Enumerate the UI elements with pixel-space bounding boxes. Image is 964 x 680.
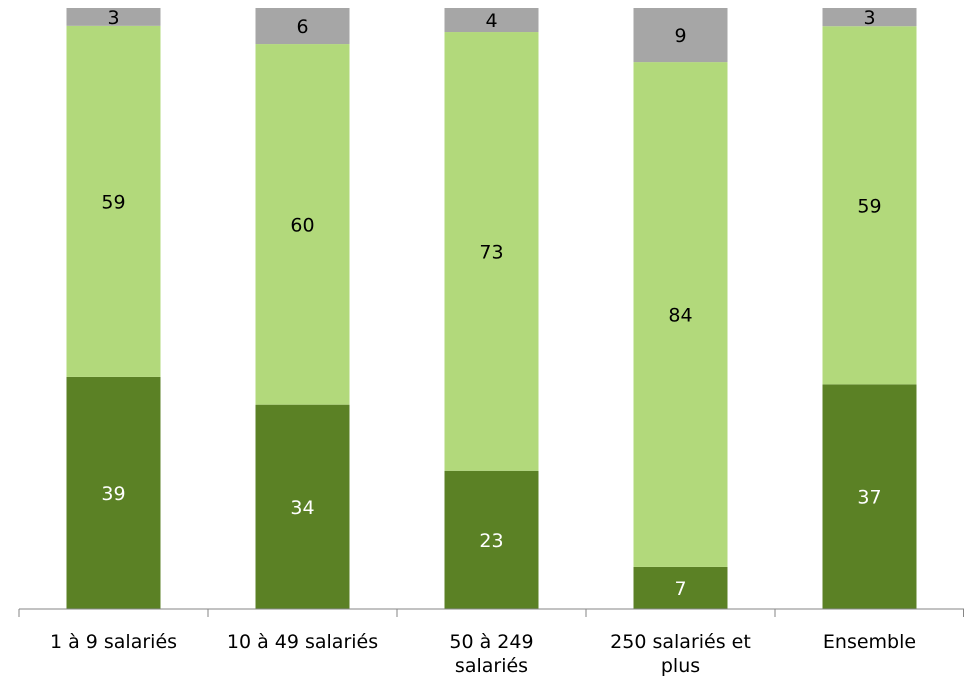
category-label: 10 à 49 salariés [227, 631, 378, 653]
category-label: 250 salariés et [610, 631, 751, 653]
data-label: 3 [107, 7, 119, 29]
data-label: 59 [101, 191, 125, 213]
bar-segment [633, 566, 728, 609]
bars-group: 39 59 3 34 60 6 23 73 4 7 84 9 37 59 3 [66, 7, 917, 609]
bar-segment [444, 32, 539, 471]
bar-segment [633, 62, 728, 567]
data-label: 9 [674, 25, 686, 47]
category-label: salariés [455, 655, 528, 677]
data-label: 37 [857, 487, 881, 509]
bar-segment [66, 376, 161, 609]
bar-segment [444, 470, 539, 609]
bar-segment [255, 8, 350, 45]
data-label: 6 [296, 16, 308, 38]
data-label: 60 [290, 214, 314, 236]
bar-segment [822, 384, 917, 609]
category-label: plus [661, 655, 700, 677]
data-label: 59 [857, 195, 881, 217]
bar-segment [255, 44, 350, 405]
category-label: Ensemble [823, 631, 916, 653]
bar-segment [444, 8, 539, 33]
data-label: 4 [485, 10, 497, 32]
bar-segment [66, 8, 161, 26]
data-label: 23 [479, 530, 503, 552]
data-label: 34 [290, 497, 314, 519]
data-label: 84 [668, 305, 692, 327]
bar-segment [822, 26, 917, 385]
x-axis [18, 608, 964, 617]
data-label: 73 [479, 241, 503, 263]
bar-segment [822, 8, 917, 27]
bar-segment [66, 25, 161, 377]
bar-segment [255, 404, 350, 609]
data-label: 7 [674, 578, 686, 600]
data-label: 3 [863, 7, 875, 29]
category-labels: 1 à 9 salariés 10 à 49 salariés 50 à 249sa… [50, 631, 916, 677]
category-label: 1 à 9 salariés [50, 631, 177, 653]
category-label: 50 à 249 [449, 631, 533, 653]
bar-segment [633, 8, 728, 63]
data-label: 39 [101, 483, 125, 505]
